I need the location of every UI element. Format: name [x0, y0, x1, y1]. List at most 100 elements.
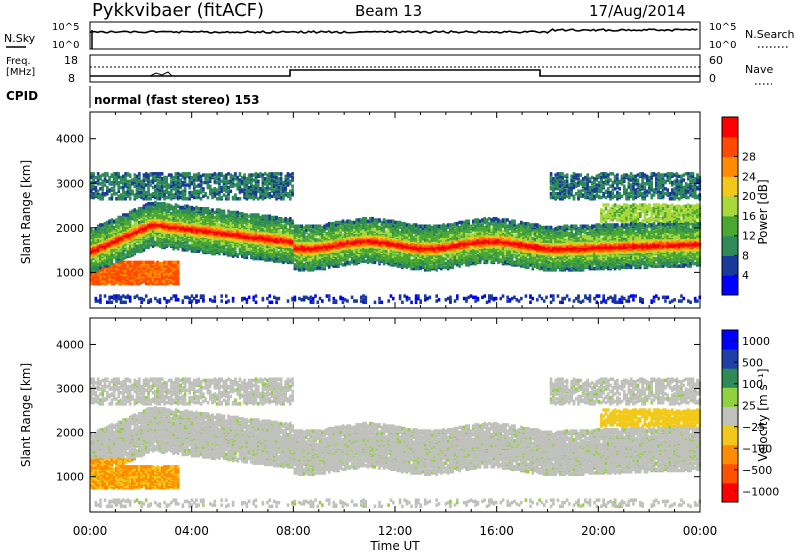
power-cell: [252, 173, 255, 177]
power-cell: [252, 185, 255, 189]
power-cell: [163, 185, 166, 189]
power-cell: [282, 193, 285, 197]
figure-title: Pykkvibaer (fitACF): [92, 0, 264, 21]
power-cell: [232, 297, 235, 301]
power-cell: [117, 224, 120, 228]
power-cell: [230, 173, 233, 177]
power-data-layer: [90, 172, 701, 304]
power-cell: [143, 298, 146, 302]
power-cell: [147, 202, 150, 206]
power-cell: [246, 213, 249, 217]
power-cell: [264, 177, 267, 181]
power-cell: [289, 190, 292, 194]
power-cell: [268, 301, 271, 305]
power-cell: [266, 177, 269, 181]
power-cell: [129, 221, 132, 225]
power-cell: [214, 211, 217, 215]
power-cell: [191, 294, 194, 298]
nsky-label: N.Sky: [4, 32, 36, 45]
power-cell: [255, 213, 258, 217]
power-cell: [227, 186, 230, 190]
power-cell: [328, 298, 331, 302]
power-cell: [289, 217, 292, 221]
power-cell: [115, 197, 118, 201]
power-cell: [232, 211, 235, 215]
power-cell: [191, 181, 194, 185]
power-cell: [175, 294, 178, 298]
power-cell: [159, 180, 162, 184]
power-cell: [319, 228, 322, 232]
power-cell: [264, 187, 267, 191]
power-cell: [175, 180, 178, 184]
power-cell: [230, 190, 233, 194]
power-cell: [138, 207, 141, 211]
power-cell: [140, 180, 143, 184]
power-cell: [92, 172, 95, 176]
power-cell: [204, 207, 207, 211]
power-cell: [136, 209, 139, 213]
power-cell: [310, 234, 313, 238]
power-cell: [149, 183, 152, 187]
power-cell: [232, 196, 235, 200]
power-cell: [248, 186, 251, 190]
power-cell: [310, 228, 313, 232]
power-cell: [236, 182, 239, 186]
power-cell: [136, 244, 139, 248]
power-cell: [159, 278, 162, 282]
power-cell: [326, 294, 329, 298]
power-cell: [227, 209, 230, 213]
power-cell: [287, 192, 290, 196]
power-cell: [175, 196, 178, 200]
power-cell: [268, 294, 271, 298]
power-cell: [314, 267, 317, 271]
power-cell: [97, 176, 100, 180]
power-cell: [346, 299, 349, 303]
power-cell: [351, 226, 354, 230]
nsearch-tick-high: 10^5: [709, 22, 736, 33]
power-cell: [133, 177, 136, 181]
power-cell: [113, 172, 116, 176]
power-cell: [255, 301, 258, 305]
power-cell: [200, 217, 203, 221]
power-cell: [200, 175, 203, 179]
power-cell: [104, 294, 107, 298]
power-cell: [262, 177, 265, 181]
power-cell: [353, 221, 356, 225]
freq-tick-high: 18: [64, 54, 78, 67]
power-cell: [170, 261, 173, 265]
power-cell: [344, 221, 347, 225]
power-cell: [227, 299, 230, 303]
power-cell: [225, 218, 228, 222]
power-cell: [170, 180, 173, 184]
power-cell: [108, 197, 111, 201]
power-cell: [145, 183, 148, 187]
power-cell: [252, 252, 255, 256]
power-cell: [310, 296, 313, 300]
power-cell: [243, 173, 246, 177]
power-cell: [97, 299, 100, 303]
power-cell: [149, 197, 152, 201]
power-cell: [182, 181, 185, 185]
power-cell: [122, 257, 125, 261]
nsky-line: [90, 29, 697, 33]
power-cell: [255, 228, 258, 232]
power-cell: [243, 297, 246, 301]
power-cell: [264, 214, 267, 218]
power-cell: [154, 172, 157, 176]
power-cell: [234, 172, 237, 176]
power-cell: [152, 172, 155, 176]
power-cell: [332, 297, 335, 301]
power-cell: [291, 176, 294, 180]
power-cell: [161, 172, 164, 176]
power-cell: [184, 205, 187, 209]
power-cell: [236, 197, 239, 201]
power-cell: [275, 297, 278, 301]
power-cell: [209, 185, 212, 189]
power-cell: [298, 268, 301, 272]
power-cell: [291, 188, 294, 192]
power-cell: [227, 180, 230, 184]
power-cell: [165, 208, 168, 212]
power-cell: [193, 207, 196, 211]
power-cell: [104, 269, 107, 273]
power-cell: [149, 172, 152, 176]
